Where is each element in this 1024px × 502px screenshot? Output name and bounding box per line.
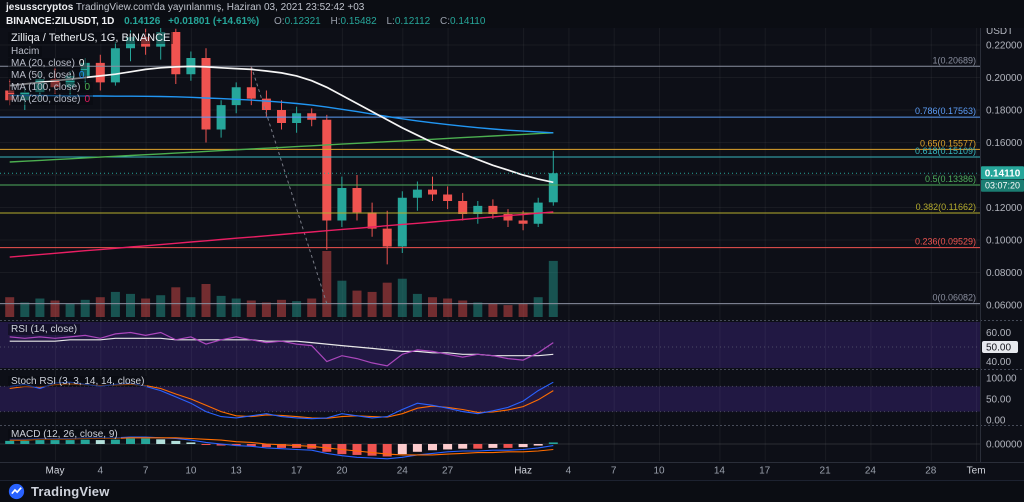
open-value: 0.12321	[284, 16, 321, 27]
svg-text:0.236(0.09529): 0.236(0.09529)	[915, 237, 976, 247]
high-value: 0.15482	[340, 16, 377, 27]
svg-text:USDT: USDT	[986, 26, 1013, 37]
svg-text:10: 10	[653, 466, 665, 477]
macd-pane-legend[interactable]: MACD (12, 26, close, 9)	[8, 429, 121, 440]
svg-text:7: 7	[611, 466, 617, 477]
author-link[interactable]: jesusscryptos	[6, 2, 74, 13]
svg-text:0.18000: 0.18000	[986, 106, 1023, 117]
ma50-legend[interactable]: MA (50, close) 0	[8, 70, 88, 81]
ma200-value: 0	[84, 94, 91, 105]
chart-legend: Zilliqa / TetherUS, 1G, BINANCE Hacim MA…	[8, 32, 174, 106]
svg-text:0.5(0.13386): 0.5(0.13386)	[925, 174, 976, 184]
footer-bar: TradingView	[0, 480, 1024, 502]
svg-text:0.08000: 0.08000	[986, 268, 1023, 279]
low-value: 0.12112	[394, 16, 431, 27]
svg-text:Tem: Tem	[967, 466, 986, 477]
brand-name[interactable]: TradingView	[31, 484, 110, 499]
symbol-legend[interactable]: Zilliqa / TetherUS, 1G, BINANCE	[8, 32, 174, 44]
svg-text:21: 21	[820, 466, 832, 477]
volume-legend[interactable]: Hacim	[8, 46, 43, 57]
ma50-label: MA (50, close)	[11, 70, 75, 81]
svg-text:40.00: 40.00	[986, 357, 1011, 368]
ma100-legend[interactable]: MA (100, close) 0	[8, 82, 94, 93]
svg-text:0(0.06082): 0(0.06082)	[932, 293, 976, 303]
svg-text:0.65(0.15577): 0.65(0.15577)	[920, 138, 976, 148]
svg-text:10: 10	[185, 466, 197, 477]
svg-text:4: 4	[98, 466, 104, 477]
rsi-pane-legend[interactable]: RSI (14, close)	[8, 324, 81, 335]
svg-text:0.618(0.15109): 0.618(0.15109)	[915, 146, 976, 156]
svg-text:Haz: Haz	[514, 466, 532, 477]
ma200-legend[interactable]: MA (200, close) 0	[8, 94, 94, 105]
svg-text:0.12000: 0.12000	[986, 203, 1023, 214]
svg-text:100.00: 100.00	[986, 374, 1017, 385]
ma20-legend[interactable]: MA (20, close) 0	[8, 58, 88, 69]
svg-text:50.00: 50.00	[986, 395, 1011, 406]
svg-text:0.786(0.17563): 0.786(0.17563)	[915, 106, 976, 116]
ma200-label: MA (200, close)	[11, 94, 81, 105]
svg-text:24: 24	[865, 466, 877, 477]
svg-text:60.00: 60.00	[986, 328, 1011, 339]
symbol-info-bar: BINANCE:ZILUSDT, 1D 0.14126 +0.01801 (+1…	[0, 14, 1024, 28]
high-label: H:	[330, 16, 341, 27]
svg-text:0.22000: 0.22000	[986, 41, 1023, 52]
ma50-value: 0	[78, 70, 85, 81]
header: jesusscryptos TradingView.com'da yayınla…	[0, 0, 1024, 28]
svg-text:0.00: 0.00	[986, 416, 1006, 427]
svg-text:May: May	[46, 466, 65, 477]
svg-text:03:07:20: 03:07:20	[985, 181, 1020, 191]
svg-text:0.20000: 0.20000	[986, 73, 1023, 84]
svg-text:1(0.20689): 1(0.20689)	[932, 55, 976, 65]
svg-text:20: 20	[336, 466, 348, 477]
price-change: +0.01801 (+14.61%)	[168, 16, 260, 27]
close-value: 0.14110	[450, 16, 486, 27]
byline-text: TradingView.com'da yayınlanmış, Haziran …	[75, 2, 365, 13]
svg-text:28: 28	[925, 466, 937, 477]
ma100-value: 0	[84, 82, 91, 93]
svg-text:0.382(0.11662): 0.382(0.11662)	[916, 202, 976, 212]
symbol-title[interactable]: BINANCE:ZILUSDT, 1D	[6, 16, 115, 27]
svg-text:14: 14	[714, 466, 726, 477]
close-label: C:	[440, 16, 450, 27]
low-label: L:	[386, 16, 395, 27]
svg-text:0.16000: 0.16000	[986, 138, 1023, 149]
svg-text:0.06000: 0.06000	[986, 301, 1023, 312]
svg-text:0.10000: 0.10000	[986, 236, 1023, 247]
svg-text:17: 17	[759, 466, 771, 477]
svg-text:4: 4	[566, 466, 572, 477]
svg-text:50.00: 50.00	[986, 343, 1011, 354]
stoch-rsi-pane-legend[interactable]: Stoch RSI (3, 3, 14, 14, close)	[8, 376, 148, 387]
ma20-label: MA (20, close)	[11, 58, 75, 69]
ma100-label: MA (100, close)	[11, 82, 81, 93]
svg-text:0.00000: 0.00000	[986, 440, 1023, 451]
last-price: 0.14126	[124, 16, 161, 27]
ma20-value: 0	[78, 58, 85, 69]
svg-text:17: 17	[291, 466, 303, 477]
svg-text:27: 27	[442, 466, 454, 477]
tradingview-logo-icon[interactable]	[8, 483, 25, 500]
open-label: O:	[274, 16, 285, 27]
svg-text:0.14110: 0.14110	[985, 169, 1021, 180]
byline: jesusscryptos TradingView.com'da yayınla…	[0, 0, 1024, 14]
svg-text:7: 7	[143, 466, 149, 477]
svg-text:24: 24	[397, 466, 409, 477]
svg-text:13: 13	[231, 466, 243, 477]
